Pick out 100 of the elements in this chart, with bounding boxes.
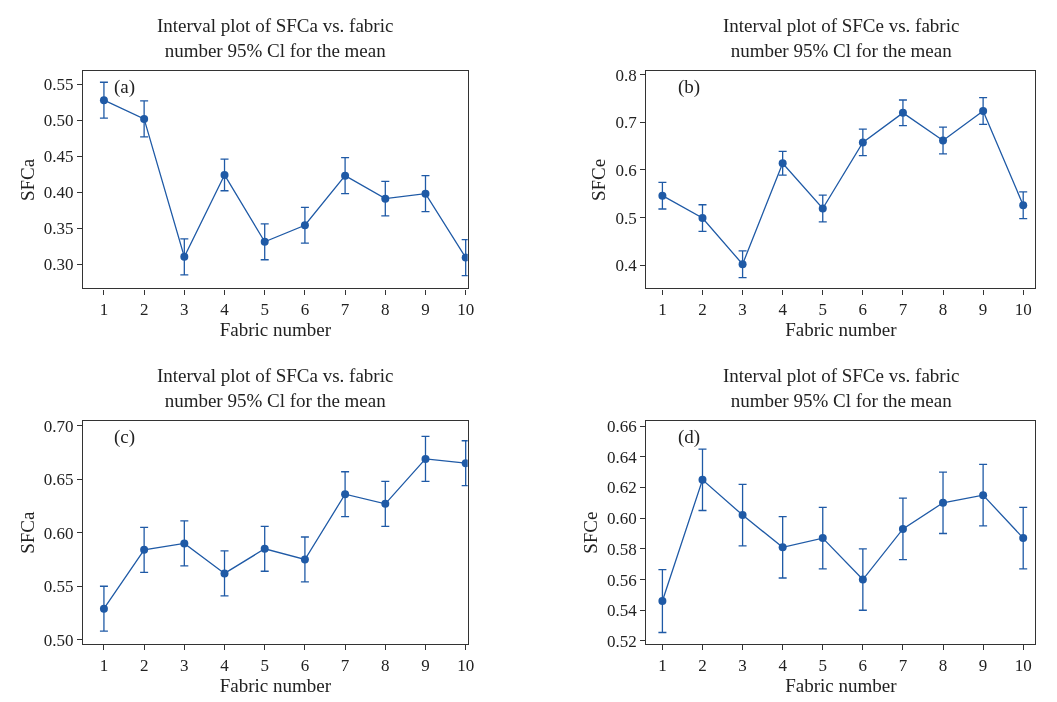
point xyxy=(698,214,707,223)
y-tick-label: 0.70 xyxy=(43,416,74,436)
point xyxy=(858,138,867,147)
x-tick-label: 7 xyxy=(898,655,908,675)
x-tick-label: 6 xyxy=(300,655,310,675)
point xyxy=(818,204,827,213)
x-axis-title: Fabric number xyxy=(785,319,898,341)
point xyxy=(140,114,149,123)
y-axis-title: SFCa xyxy=(16,511,38,554)
y-tick-label: 0.60 xyxy=(43,523,74,543)
x-tick-label: 10 xyxy=(457,655,475,675)
point xyxy=(140,545,149,554)
x-tick-label: 2 xyxy=(698,655,707,675)
x-tick-label: 3 xyxy=(180,655,189,675)
annotation: (d) xyxy=(678,426,701,448)
annotation: (a) xyxy=(114,76,136,98)
x-axis-title: Fabric number xyxy=(219,319,332,341)
y-axis-title: SFCe xyxy=(579,511,601,554)
x-tick-label: 10 xyxy=(1014,655,1032,675)
point xyxy=(1019,534,1028,543)
point xyxy=(778,159,787,168)
y-tick-label: 0.5 xyxy=(615,208,637,228)
point xyxy=(898,524,907,533)
y-tick-label: 0.62 xyxy=(607,478,637,498)
y-tick-label: 0.4 xyxy=(615,256,638,276)
x-tick-label: 4 xyxy=(778,655,788,675)
y-tick-label: 0.6 xyxy=(615,160,637,180)
x-tick-label: 8 xyxy=(938,300,948,320)
x-tick-label: 9 xyxy=(978,655,988,675)
point xyxy=(461,459,468,468)
point xyxy=(300,221,309,230)
point xyxy=(99,604,108,613)
y-tick-label: 0.60 xyxy=(607,509,637,529)
point xyxy=(858,575,867,584)
y-tick-label: 0.64 xyxy=(607,447,638,467)
point xyxy=(381,499,390,508)
y-tick-label: 0.45 xyxy=(43,147,74,167)
x-tick-label: 8 xyxy=(381,300,390,320)
y-tick-label: 0.55 xyxy=(43,577,74,597)
x-tick-label: 4 xyxy=(220,300,230,320)
point xyxy=(738,260,747,269)
x-tick-label: 7 xyxy=(340,300,350,320)
x-tick-label: 6 xyxy=(858,655,868,675)
x-axis-title: Fabric number xyxy=(785,674,898,696)
x-tick-label: 5 xyxy=(260,655,269,675)
x-tick-label: 7 xyxy=(898,300,908,320)
point xyxy=(898,108,907,117)
y-axis-title: SFCa xyxy=(16,158,38,202)
point xyxy=(260,544,269,553)
x-tick-label: 3 xyxy=(738,655,747,675)
point xyxy=(778,543,787,552)
x-tick-label: 9 xyxy=(421,300,430,320)
x-tick-label: 2 xyxy=(139,300,149,320)
y-tick-label: 0.65 xyxy=(43,470,74,490)
y-tick-label: 0.55 xyxy=(43,75,74,95)
chart-title: Interval plot of SFCa vs. fabric number 95% Cl for the mean xyxy=(157,365,394,411)
x-tick-label: 8 xyxy=(938,655,948,675)
x-tick-label: 10 xyxy=(457,300,475,320)
x-tick-label: 5 xyxy=(818,655,828,675)
point xyxy=(818,534,827,543)
x-tick-label: 8 xyxy=(381,655,390,675)
point xyxy=(421,189,430,198)
point xyxy=(421,454,430,463)
point xyxy=(99,96,108,105)
y-tick-label: 0.50 xyxy=(43,111,74,131)
x-tick-label: 6 xyxy=(300,300,310,320)
y-tick-label: 0.7 xyxy=(615,113,638,133)
x-tick-label: 3 xyxy=(180,300,189,320)
point xyxy=(698,475,707,484)
point xyxy=(979,491,988,500)
point xyxy=(979,106,988,115)
x-tick-label: 1 xyxy=(99,655,109,675)
chart-title: Interval plot of SFCa vs. fabric number 95% Cl for the mean xyxy=(157,15,394,61)
x-tick-label: 1 xyxy=(658,300,667,320)
y-tick-label: 0.40 xyxy=(43,183,74,203)
x-tick-label: 4 xyxy=(778,300,788,320)
point xyxy=(180,252,189,261)
point xyxy=(939,498,948,507)
y-tick-label: 0.54 xyxy=(607,601,638,621)
x-tick-label: 10 xyxy=(1014,300,1032,320)
x-tick-label: 1 xyxy=(658,655,667,675)
point xyxy=(658,191,667,200)
y-tick-label: 0.66 xyxy=(607,417,637,437)
x-axis-title: Fabric number xyxy=(219,674,332,696)
y-tick-label: 0.35 xyxy=(43,219,74,239)
point xyxy=(180,539,189,548)
x-tick-label: 7 xyxy=(340,655,350,675)
chart-title: Interval plot of SFCe vs. fabric number 95% Cl for the mean xyxy=(723,15,960,61)
point xyxy=(341,490,350,499)
point xyxy=(300,555,309,564)
point xyxy=(738,511,747,520)
x-tick-label: 3 xyxy=(738,300,747,320)
y-tick-label: 0.30 xyxy=(43,255,74,275)
point xyxy=(381,194,390,203)
x-tick-label: 2 xyxy=(698,300,707,320)
y-tick-label: 0.52 xyxy=(607,631,637,651)
x-tick-label: 5 xyxy=(260,300,269,320)
point xyxy=(260,237,269,246)
y-tick-label: 0.58 xyxy=(607,539,637,559)
x-tick-label: 5 xyxy=(818,300,828,320)
